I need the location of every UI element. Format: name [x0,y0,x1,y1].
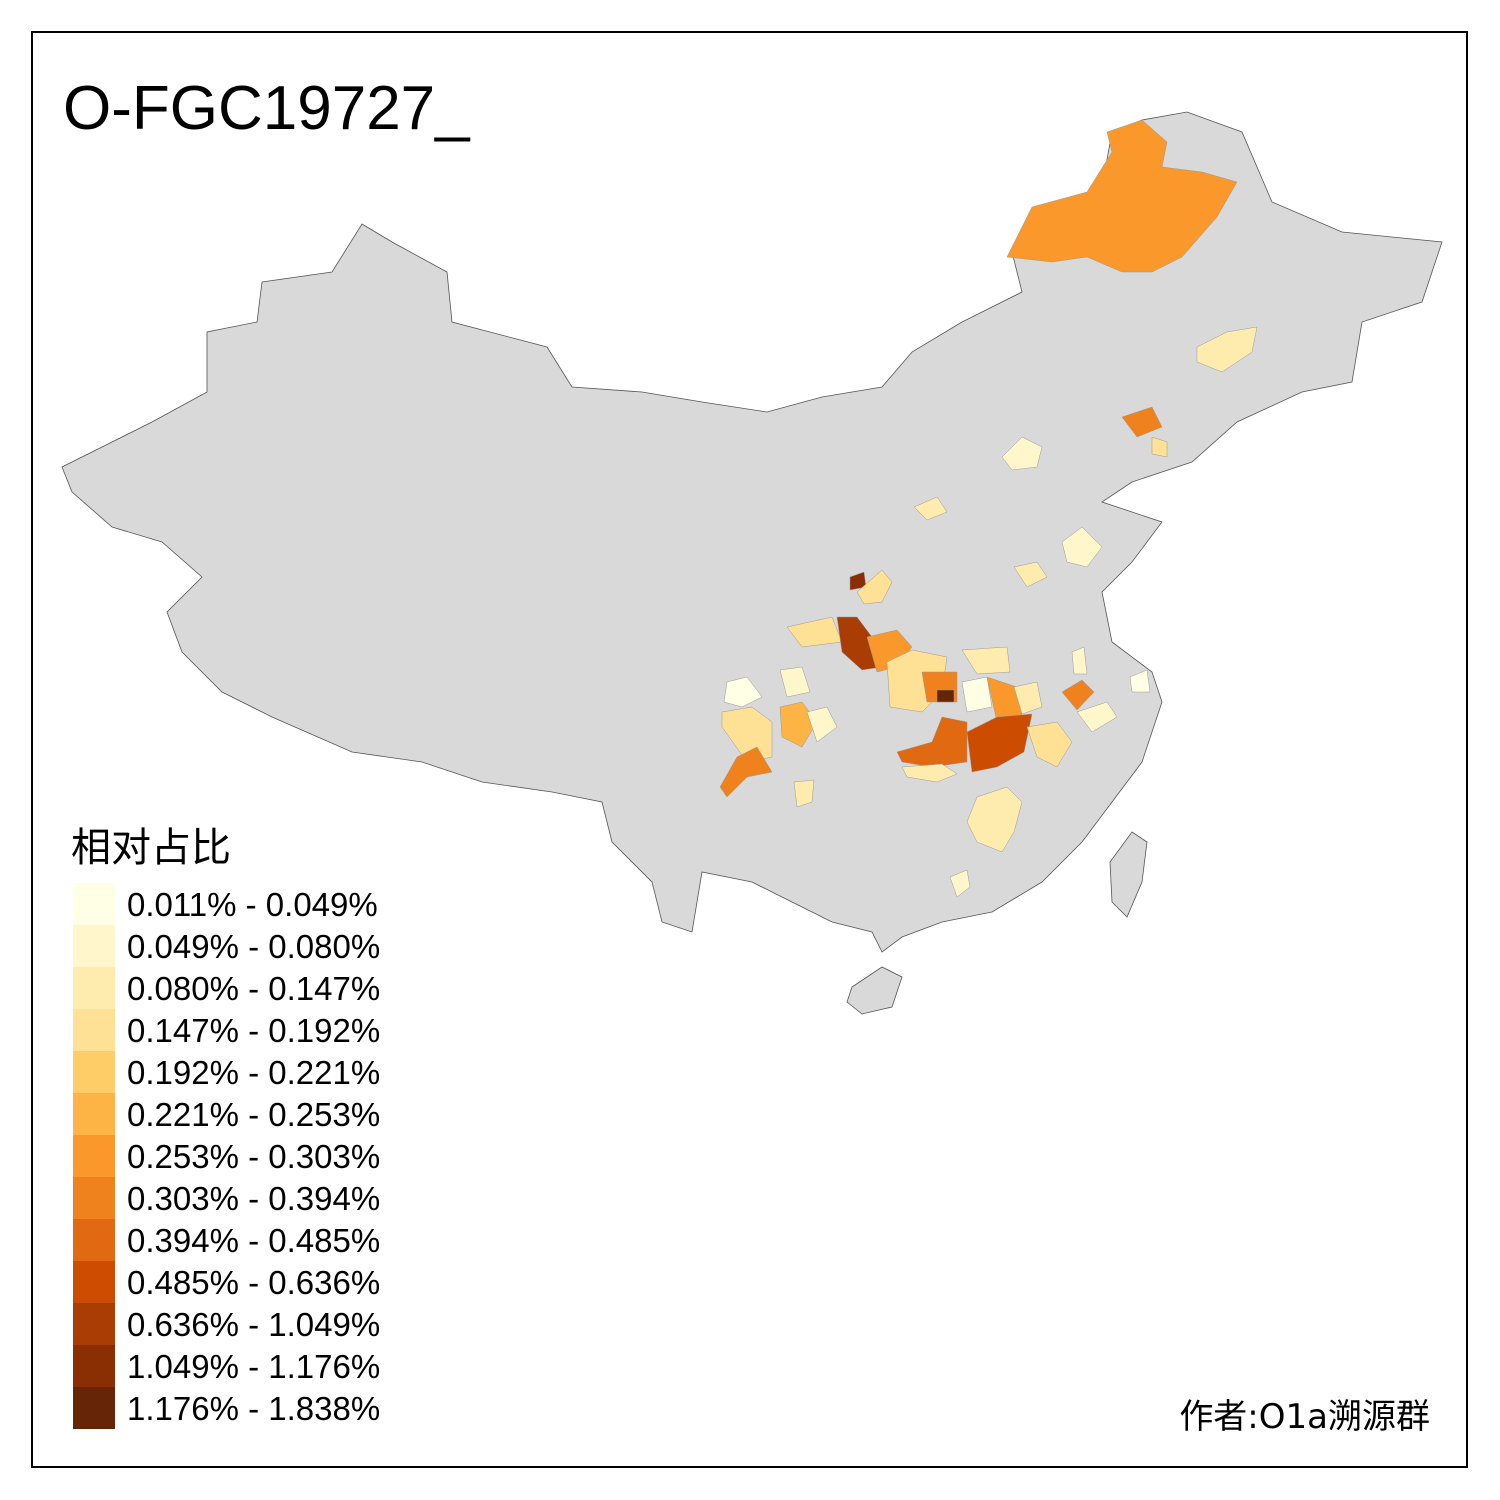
legend-swatch [73,1219,115,1261]
shaded-region [913,496,948,521]
shaded-region [961,646,1011,675]
shaded-region [1151,436,1168,458]
legend-label: 0.080% - 0.147% [127,970,381,1007]
legend-item: 1.176% - 1.838% [73,1387,433,1429]
china-mainland [61,111,1443,953]
shaded-region [936,689,955,703]
legend-label: 0.011% - 0.049% [127,886,378,923]
legend-item: 0.636% - 1.049% [73,1303,433,1345]
legend-label: 0.394% - 0.485% [127,1222,381,1259]
legend-item: 0.253% - 0.303% [73,1135,433,1177]
shaded-region [1061,526,1103,568]
shaded-region [896,716,968,768]
shaded-region [1196,326,1258,373]
shaded-region [856,569,893,605]
legend-swatch [73,1345,115,1387]
legend-swatch [73,1177,115,1219]
shaded-region [806,706,838,743]
legend-label: 1.176% - 1.838% [127,1390,381,1427]
legend-swatch [73,1135,115,1177]
legend-swatch [73,1009,115,1051]
legend-item: 0.303% - 0.394% [73,1177,433,1219]
legend-item: 0.049% - 0.080% [73,925,433,967]
legend-swatch [73,1387,115,1429]
shaded-region [719,746,773,798]
legend-swatch [73,967,115,1009]
shaded-region [949,869,971,898]
shaded-region [1071,646,1088,675]
shaded-region [1006,119,1238,273]
legend-swatch [73,1093,115,1135]
shaded-region [966,713,1033,773]
legend-label: 0.192% - 0.221% [127,1054,381,1091]
legend-label: 0.253% - 0.303% [127,1138,381,1175]
shaded-region [961,676,993,713]
legend-swatch [73,1303,115,1345]
legend-title: 相对占比 [71,825,231,871]
legend-label: 0.303% - 0.394% [127,1180,381,1217]
legend-item: 0.485% - 0.636% [73,1261,433,1303]
legend-item: 1.049% - 1.176% [73,1345,433,1387]
shaded-region [1076,701,1118,733]
shaded-region [901,763,958,783]
shaded-region [1013,681,1043,715]
legend-swatch [73,1051,115,1093]
legend-item: 0.192% - 0.221% [73,1051,433,1093]
shaded-region [966,786,1023,853]
legend-label: 0.147% - 0.192% [127,1012,381,1049]
legend-item: 0.221% - 0.253% [73,1093,433,1135]
china-choropleth-map [61,111,1443,1015]
legend-item: 0.394% - 0.485% [73,1219,433,1261]
legend-item: 0.011% - 0.049% [73,883,433,925]
map-title: O-FGC19727_ [63,74,470,143]
legend-swatch [73,925,115,967]
author-credit: 作者:O1a溯源群 [1179,1397,1430,1437]
shaded-region [779,666,811,698]
shaded-region [1061,679,1095,711]
shaded-region [721,706,773,763]
shaded-region [723,676,763,708]
shaded-region [1026,721,1073,768]
legend-label: 0.049% - 0.080% [127,928,381,965]
legend-swatch [73,883,115,925]
legend-label: 0.636% - 1.049% [127,1306,381,1343]
shaded-region [1013,561,1048,588]
legend-swatch [73,1261,115,1303]
shaded-region [793,779,815,808]
legend-label: 0.485% - 0.636% [127,1264,381,1301]
legend-label: 1.049% - 1.176% [127,1348,381,1385]
taiwan [1109,831,1148,918]
map-frame: O-FGC19727_ 相对占比 0.011% - 0.049% 0.049% -… [31,31,1468,1468]
shaded-region [1121,406,1163,438]
shaded-region [1001,436,1043,471]
legend-label: 0.221% - 0.253% [127,1096,381,1133]
shaded-region [1129,669,1151,693]
hainan [846,966,903,1015]
legend-item: 0.147% - 0.192% [73,1009,433,1051]
legend-item: 0.080% - 0.147% [73,967,433,1009]
